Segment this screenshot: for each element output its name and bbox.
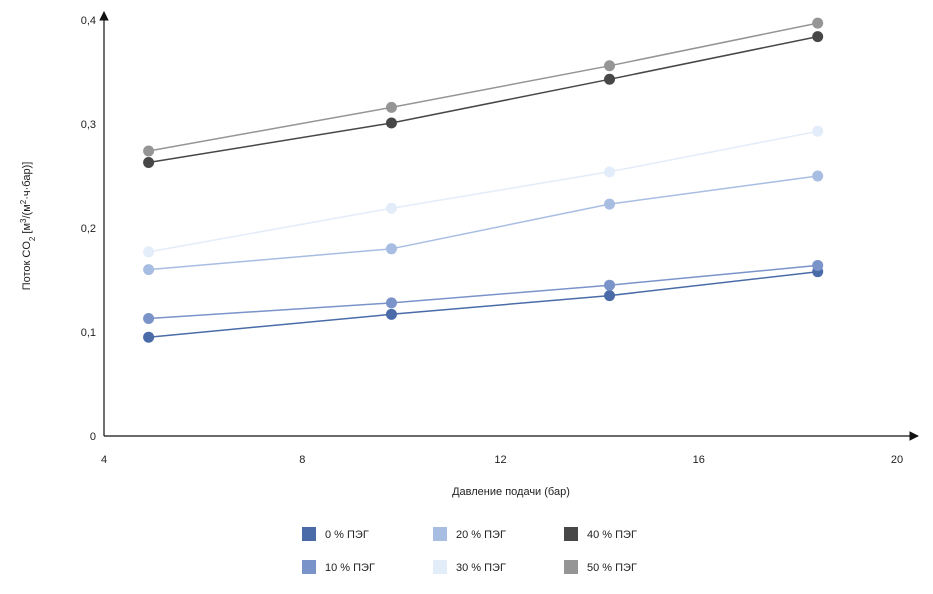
axes [99,11,919,441]
data-point [385,243,397,255]
data-point [812,17,824,29]
series-points [143,17,824,343]
legend-swatch [433,527,447,541]
legend-label: 10 % ПЭГ [325,562,375,574]
x-tick-label: 16 [693,454,705,466]
legend-label: 0 % ПЭГ [325,529,369,541]
legend-label: 20 % ПЭГ [456,529,506,541]
series-line-4 [148,35,818,164]
data-point [604,60,616,72]
legend-swatch [433,560,447,574]
data-point [812,31,824,43]
legend: 0 % ПЭГ 10 % ПЭГ 20 % ПЭГ 30 % ПЭГ 40 % ПЭГ 5… [302,527,637,574]
data-point [604,198,616,210]
data-point [143,264,155,276]
series-line-3 [148,130,818,253]
series-line-0 [148,270,818,338]
data-point [604,279,616,291]
y-tick-label: 0,2 [81,223,96,235]
x-axis-label: Давление подачи (бар) [452,486,570,498]
legend-swatch [564,527,578,541]
legend-swatch [564,560,578,574]
legend-label: 40 % ПЭГ [587,529,637,541]
legend-label: 50 % ПЭГ [587,562,637,574]
data-point [385,202,397,214]
y-tick-label: 0,3 [81,119,96,131]
data-point [812,170,824,182]
data-point [143,246,155,258]
data-point [812,259,824,271]
y-tick-label: 0,4 [81,15,96,27]
data-point [385,308,397,320]
data-point [604,73,616,85]
x-tick-label: 8 [299,454,305,466]
data-point [385,101,397,113]
data-point [812,125,824,137]
legend-label: 30 % ПЭГ [456,562,506,574]
legend-swatch [302,560,316,574]
data-point [385,297,397,309]
x-tick-label: 12 [494,454,506,466]
series-line-1 [148,264,818,320]
data-point [385,117,397,129]
y-tick-label: 0,1 [81,327,96,339]
data-point [604,290,616,302]
x-tick-label: 20 [891,454,903,466]
ticks: 4 8 12 16 20 0 0,1 0,2 0,3 0,4 [81,15,903,466]
x-tick-label: 4 [101,454,107,466]
data-point [604,166,616,178]
data-point [143,331,155,343]
series-line-5 [148,22,818,152]
data-point [143,156,155,168]
y-tick-label: 0 [90,431,96,443]
data-point [143,145,155,157]
y-axis-label: Поток CO2 [м3/(м2·ч·бар)] [19,162,37,291]
data-point [143,312,155,324]
series-lines [148,22,818,338]
series-line-2 [148,175,818,271]
legend-swatch [302,527,316,541]
